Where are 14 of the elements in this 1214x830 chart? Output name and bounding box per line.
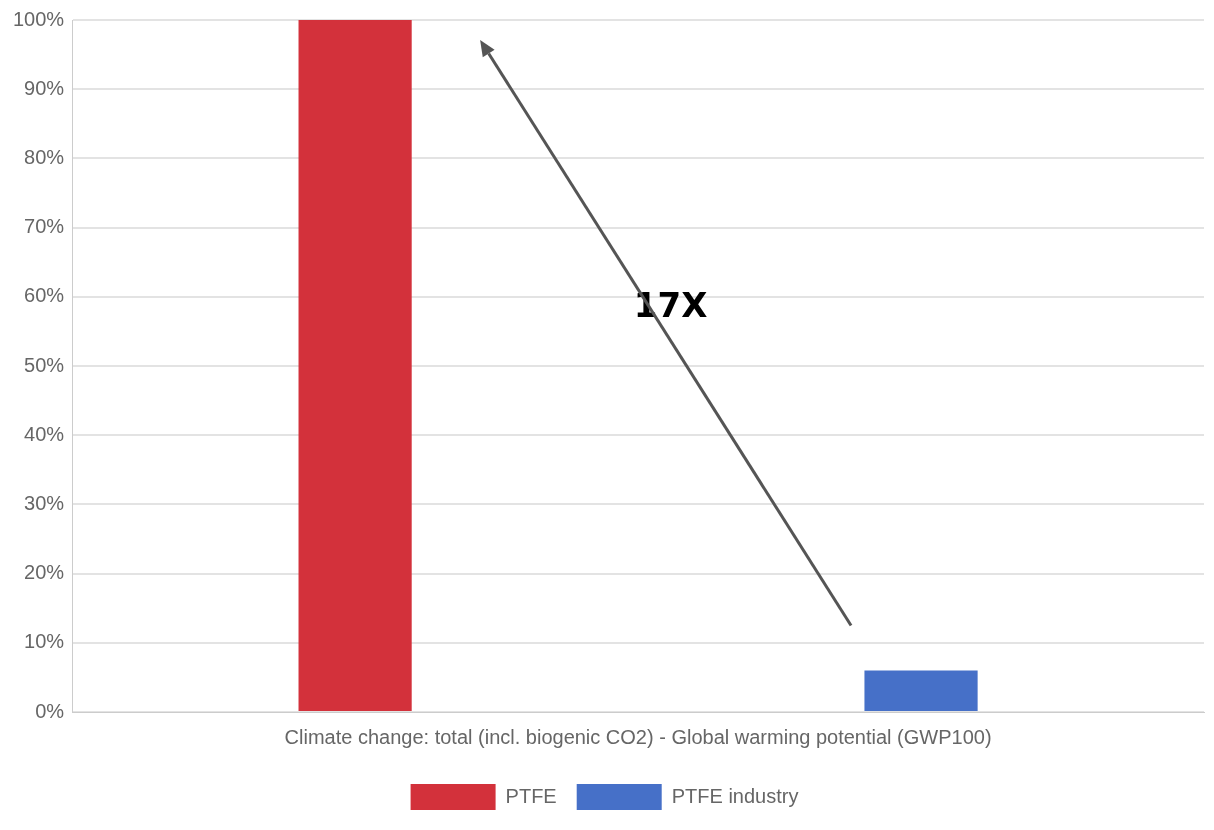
x-tick-label: Climate change: total (incl. biogenic CO2) - Global warming potential (GWP100) xyxy=(284,725,992,748)
y-tick-label: 20% xyxy=(24,561,65,584)
y-tick-label: 10% xyxy=(24,630,65,653)
y-tick-label: 50% xyxy=(24,353,65,376)
y-tick-label: 100% xyxy=(13,7,65,30)
y-tick-label: 80% xyxy=(24,145,65,168)
y-tick-label: 40% xyxy=(24,422,65,445)
legend-label: PTFE xyxy=(505,784,557,807)
y-tick-label: 30% xyxy=(24,491,65,514)
legend-label: PTFE industry xyxy=(671,784,799,807)
y-tick-label: 60% xyxy=(24,284,65,307)
y-tick-label: 90% xyxy=(24,76,65,99)
y-tick-label: 70% xyxy=(24,215,65,238)
y-tick-label: 0% xyxy=(35,699,65,722)
